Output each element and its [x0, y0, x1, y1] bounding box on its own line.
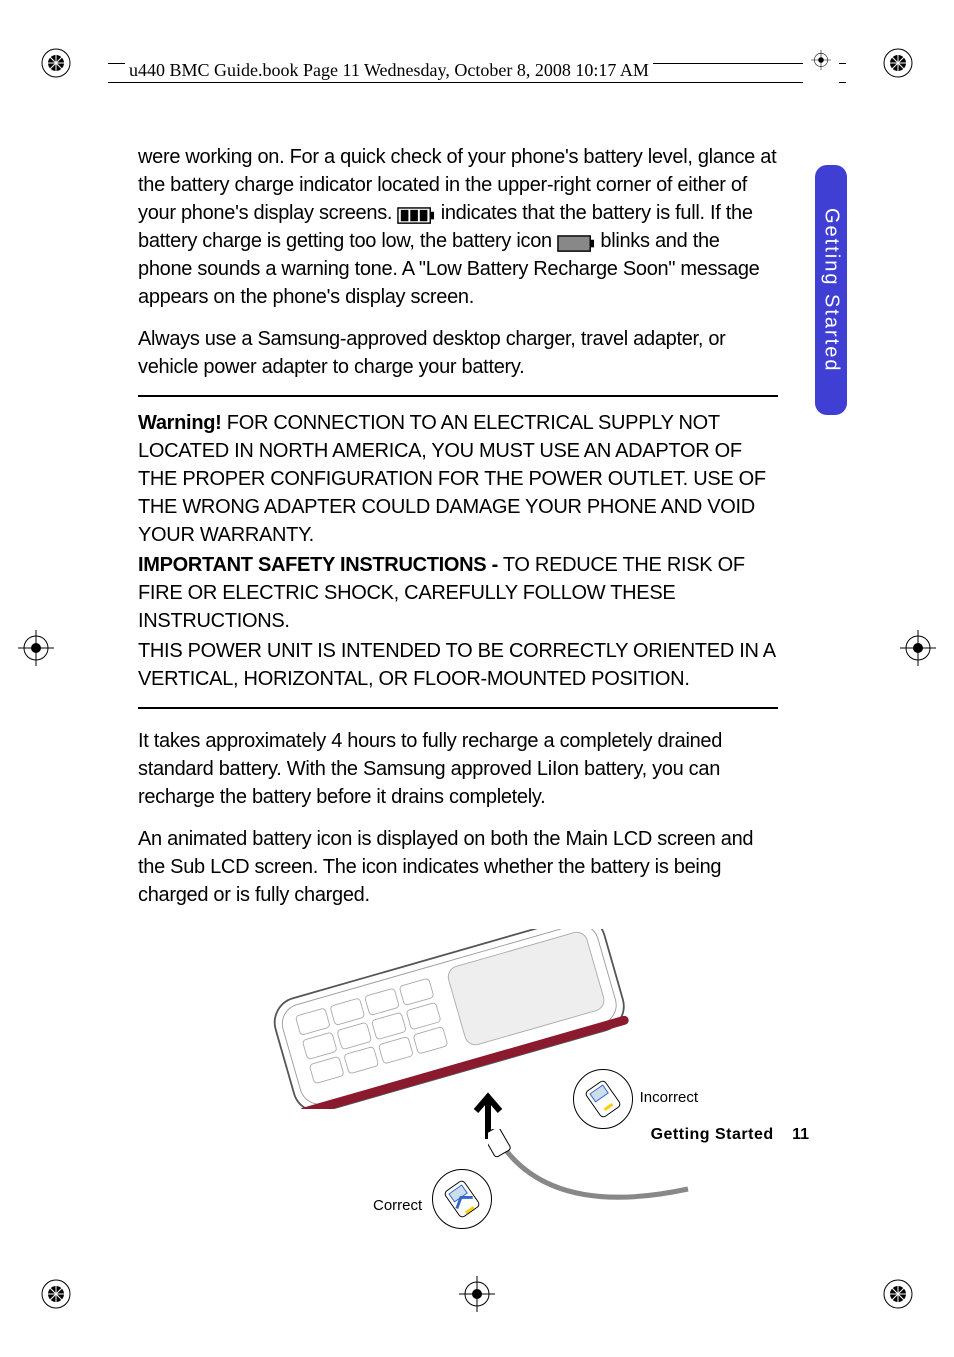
- warning-label: Warning!: [138, 412, 222, 434]
- footer-section: Getting Started: [651, 1126, 774, 1143]
- body-paragraph: An animated battery icon is displayed on…: [138, 825, 778, 909]
- registration-mark-icon: [18, 630, 54, 666]
- body-paragraph: were working on. For a quick check of yo…: [138, 143, 778, 311]
- crop-mark-icon: [880, 1276, 916, 1312]
- page-footer: Getting Started 11: [651, 1126, 809, 1144]
- crop-mark-icon: [880, 45, 916, 81]
- charger-diagram: Incorrect Correct: [198, 929, 718, 1229]
- page-content: were working on. For a quick check of yo…: [138, 143, 778, 1229]
- warning-paragraph: IMPORTANT SAFETY INSTRUCTIONS - TO REDUC…: [138, 551, 778, 635]
- registration-mark-icon: [459, 1276, 495, 1312]
- registration-mark-icon: [900, 630, 936, 666]
- crop-mark-icon: [38, 45, 74, 81]
- safety-label: IMPORTANT SAFETY INSTRUCTIONS -: [138, 554, 498, 576]
- connector-incorrect-icon: [573, 1069, 633, 1129]
- diagram-label-correct: Correct: [373, 1197, 422, 1214]
- warning-block: Warning! FOR CONNECTION TO AN ELECTRICAL…: [138, 395, 778, 709]
- header-file-info: u440 BMC Guide.book Page 11 Wednesday, O…: [125, 60, 653, 81]
- footer-page-number: 11: [792, 1126, 809, 1143]
- warning-paragraph: Warning! FOR CONNECTION TO AN ELECTRICAL…: [138, 409, 778, 549]
- connector-correct-icon: [432, 1169, 492, 1229]
- registration-mark-icon: [803, 50, 839, 86]
- header-rule: [108, 82, 846, 83]
- body-paragraph: It takes approximately 4 hours to fully …: [138, 727, 778, 811]
- text-run: FOR CONNECTION TO AN ELECTRICAL SUPPLY N…: [138, 412, 766, 546]
- section-tab: Getting Started: [815, 165, 847, 415]
- battery-full-icon: [397, 204, 435, 222]
- battery-empty-icon: [557, 232, 595, 250]
- body-paragraph: Always use a Samsung-approved desktop ch…: [138, 325, 778, 381]
- diagram-label-incorrect: Incorrect: [640, 1089, 698, 1106]
- crop-mark-icon: [38, 1276, 74, 1312]
- cable-icon: [488, 1129, 708, 1229]
- warning-paragraph: THIS POWER UNIT IS INTENDED TO BE CORREC…: [138, 637, 778, 693]
- section-tab-label: Getting Started: [820, 208, 843, 373]
